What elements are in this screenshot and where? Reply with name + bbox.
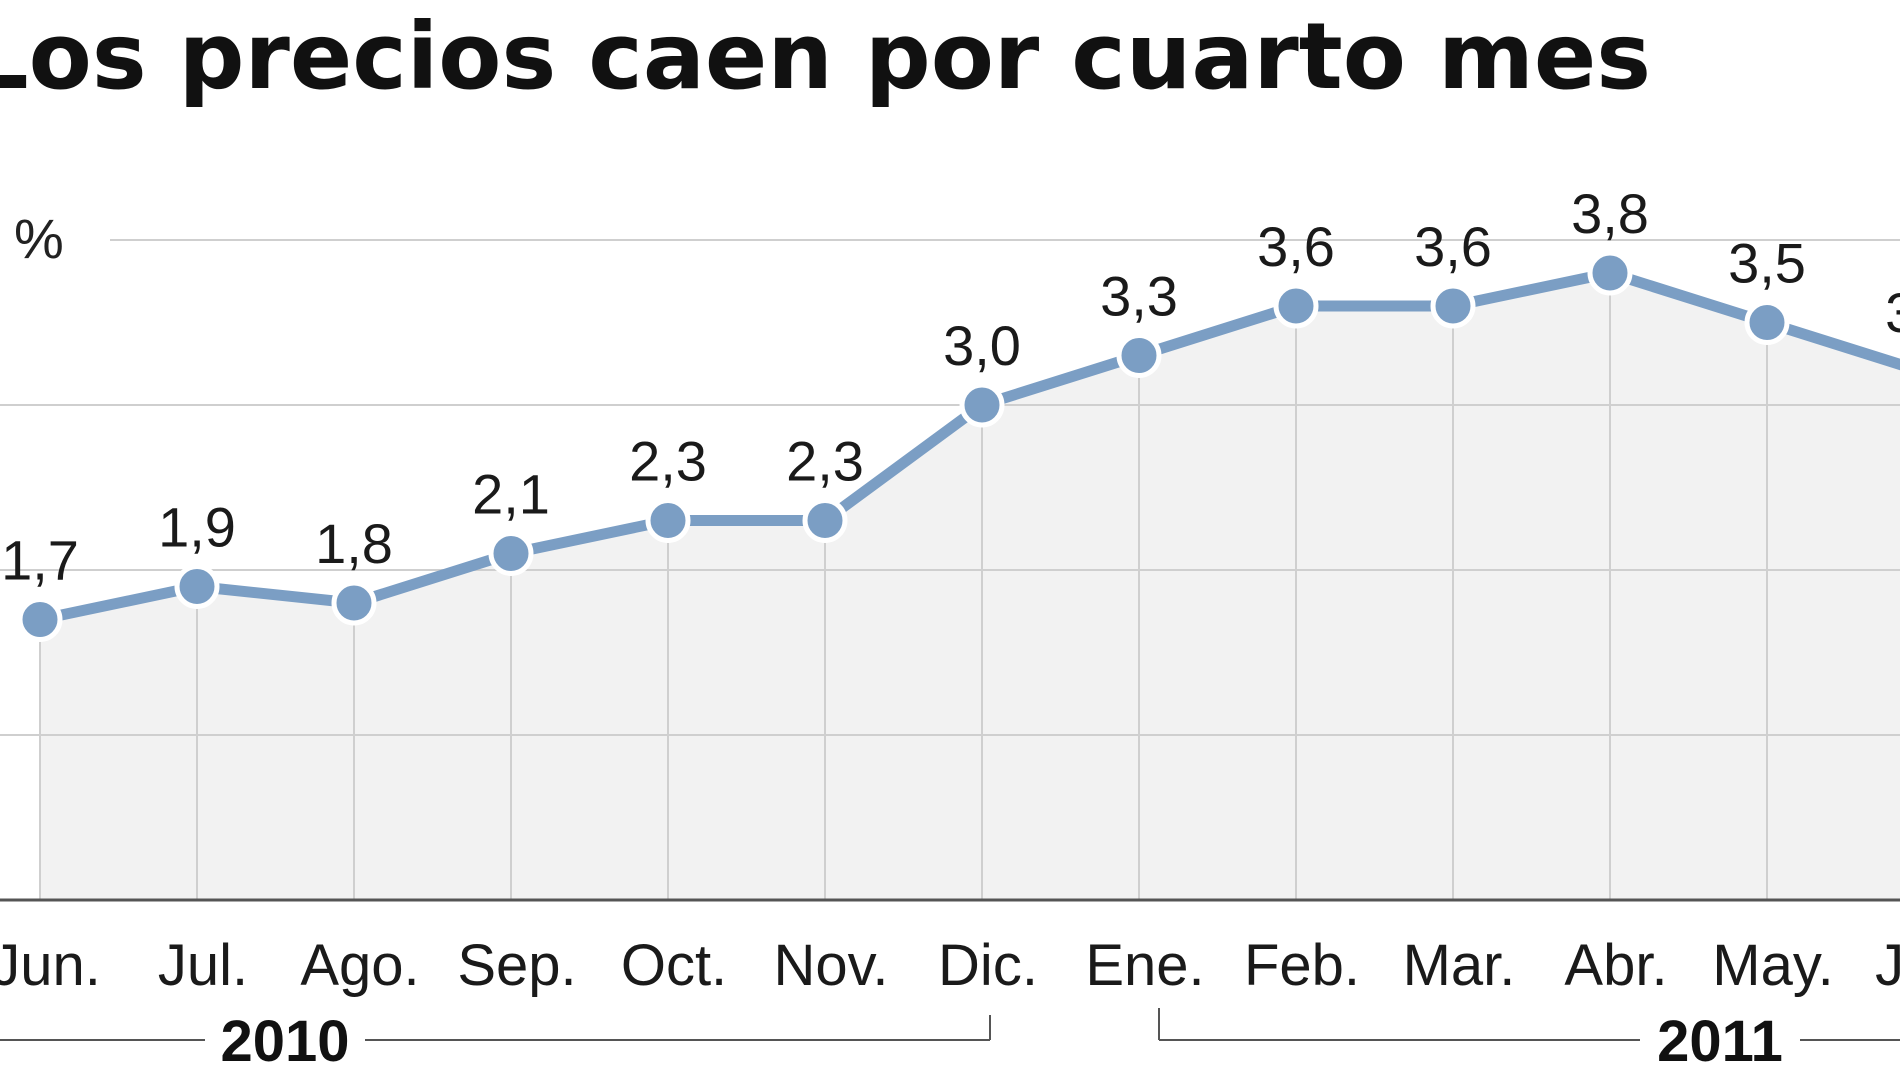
area-under-line	[40, 273, 1900, 900]
data-point-2	[331, 580, 377, 626]
x-tick-label-8: Feb.	[1244, 933, 1360, 998]
chart-title: Los precios caen por cuarto mes	[0, 3, 1651, 110]
x-tick-label-7: Ene.	[1085, 933, 1204, 998]
x-tick-label-0: Jun.	[0, 933, 101, 998]
series-line-path	[34, 267, 1900, 625]
data-point-4	[645, 498, 691, 543]
x-tick-label-3: Sep.	[457, 933, 576, 998]
data-label-9: 3,6	[1414, 215, 1492, 278]
x-tick-label-9: Mar.	[1403, 933, 1516, 998]
data-label-2: 1,8	[315, 512, 393, 575]
data-point-8	[1273, 283, 1319, 329]
x-tick-label-4: Oct.	[621, 933, 727, 998]
year-brackets: 2010 2011	[0, 1008, 1900, 1069]
x-tick-label-5: Nov.	[774, 933, 889, 998]
data-label-11: 3,5	[1728, 232, 1806, 295]
data-point-6	[959, 382, 1005, 428]
vertical-gridlines	[0, 273, 1900, 902]
data-point-5	[802, 498, 848, 543]
y-axis-unit-label: En %	[0, 207, 64, 270]
data-point-3	[488, 531, 534, 576]
data-label-3: 2,1	[472, 463, 550, 526]
year-label-2011: 2011	[1657, 1009, 1783, 1069]
x-tick-label-2: Ago.	[300, 933, 419, 998]
data-label-5: 2,3	[786, 430, 864, 493]
data-points	[17, 250, 1790, 642]
data-point-7	[1116, 333, 1162, 378]
x-tick-label-12: Jun.	[1875, 933, 1900, 998]
x-tick-label-11: May.	[1712, 933, 1833, 998]
data-point-0	[17, 597, 63, 642]
year-label-2010: 2010	[220, 1009, 349, 1069]
data-point-11	[1744, 300, 1790, 345]
series-line	[34, 267, 1900, 625]
data-label-0: 1,7	[1, 529, 79, 592]
x-tick-label-6: Dic.	[938, 933, 1038, 998]
data-label-12: 3,2	[1885, 281, 1900, 344]
data-labels: 1,71,91,82,12,32,33,03,33,63,63,83,53,23…	[1, 182, 1900, 592]
area-fill	[0, 273, 1900, 900]
data-label-1: 1,9	[158, 496, 236, 559]
data-label-8: 3,6	[1257, 215, 1335, 278]
data-point-10	[1587, 250, 1633, 296]
x-axis-ticks: Jun. Jul. Ago. Sep. Oct. Nov. Dic. Ene. Feb. Mar.…	[0, 933, 1900, 998]
x-tick-label-1: Jul.	[158, 933, 248, 998]
data-label-10: 3,8	[1571, 182, 1649, 245]
x-tick-label-10: Abr.	[1564, 933, 1667, 998]
data-point-9	[1430, 283, 1476, 329]
data-point-1	[174, 564, 220, 609]
data-label-7: 3,3	[1100, 265, 1178, 328]
data-label-4: 2,3	[629, 430, 707, 493]
data-label-6: 3,0	[943, 314, 1021, 377]
